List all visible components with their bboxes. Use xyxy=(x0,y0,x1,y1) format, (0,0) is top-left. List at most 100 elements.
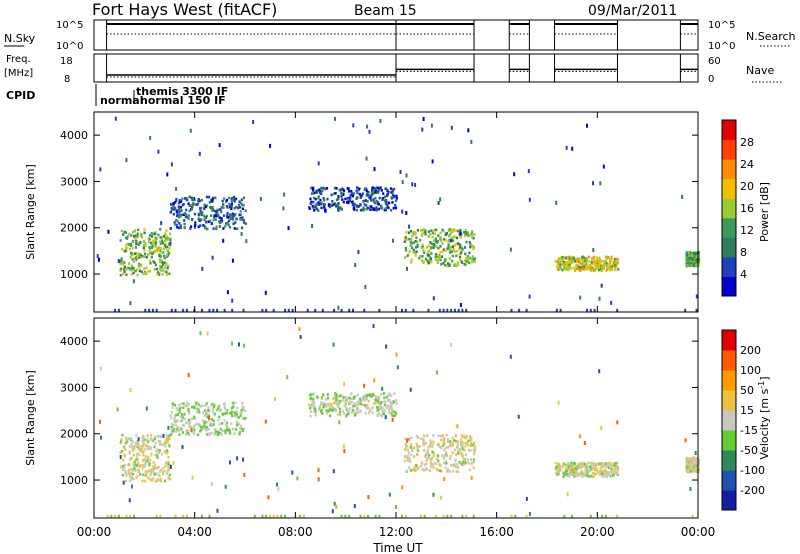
echo-cell xyxy=(143,448,147,451)
echo-cell xyxy=(574,267,577,271)
echo-cell xyxy=(325,187,329,190)
echo-cell xyxy=(344,403,347,406)
echo-cell xyxy=(455,264,458,268)
echo-cell xyxy=(616,308,619,312)
echo-cell xyxy=(427,456,430,460)
echo-cell xyxy=(439,245,442,248)
echo-cell xyxy=(589,269,592,272)
echo-cell xyxy=(427,234,430,238)
echo-cell xyxy=(130,478,133,481)
echo-cell xyxy=(176,219,179,223)
echo-cell xyxy=(323,203,326,206)
echo-cell xyxy=(176,413,179,416)
echo-cell xyxy=(129,255,132,259)
echo-cell xyxy=(409,446,412,449)
echo-cell xyxy=(187,429,190,433)
echo-cell xyxy=(359,196,362,199)
echo-cell xyxy=(165,461,168,465)
nsky-tick-bottom: 10^0 xyxy=(56,41,83,52)
echo-cell xyxy=(328,408,331,411)
echo-cell xyxy=(450,342,453,347)
echo-cell xyxy=(599,262,602,265)
echo-cell xyxy=(183,226,186,230)
echo-cell xyxy=(406,459,409,462)
cpid-normal-150: normal 150 IF xyxy=(140,94,226,107)
echo-cell xyxy=(171,427,174,430)
echo-cell xyxy=(333,407,336,411)
echo-cell xyxy=(129,388,132,392)
echo-cell xyxy=(571,255,574,259)
echo-cell xyxy=(121,433,124,437)
echo-cell xyxy=(442,457,445,460)
echo-cell xyxy=(333,192,336,195)
echo-cell xyxy=(437,459,440,463)
echo-cell xyxy=(205,409,208,413)
echo-cell xyxy=(136,235,139,238)
echo-cell xyxy=(150,479,153,482)
echo-cell xyxy=(265,514,268,518)
echo-cell xyxy=(239,210,242,213)
echo-cell xyxy=(212,423,215,426)
echo-cell xyxy=(334,116,336,121)
echo-cell xyxy=(378,514,381,518)
echo-cell xyxy=(188,425,191,428)
echo-cell xyxy=(469,458,473,461)
echo-cell xyxy=(440,255,444,258)
echo-cell xyxy=(158,249,161,252)
echo-cell xyxy=(129,301,132,306)
echo-cell xyxy=(455,229,458,232)
echo-cell xyxy=(392,400,395,404)
echo-cell xyxy=(614,264,617,267)
echo-cell xyxy=(414,254,417,257)
echo-cell xyxy=(439,464,442,467)
echo-cell xyxy=(599,473,602,477)
echo-cell xyxy=(150,246,153,249)
echo-cell xyxy=(342,396,345,399)
echo-cell xyxy=(403,459,406,463)
echo-cell xyxy=(319,198,322,202)
echo-cell xyxy=(223,429,226,432)
echo-cell xyxy=(261,514,264,518)
echo-cell xyxy=(562,465,565,469)
echo-cell xyxy=(368,129,371,134)
echo-cell xyxy=(114,308,117,312)
echo-cell xyxy=(614,468,617,472)
echo-cell xyxy=(309,197,312,201)
echo-cell xyxy=(156,450,159,453)
echo-cell xyxy=(149,469,152,473)
echo-cell xyxy=(459,438,463,442)
echo-cell xyxy=(590,475,593,478)
echo-cell xyxy=(153,437,157,441)
echo-cell xyxy=(410,238,413,241)
echo-cell xyxy=(199,405,202,408)
echo-cell xyxy=(311,224,314,228)
echo-cell xyxy=(390,412,393,415)
echo-cell xyxy=(434,228,437,232)
echo-cell xyxy=(604,462,607,466)
echo-cell xyxy=(430,457,433,460)
echo-cell xyxy=(342,193,345,196)
echo-cell xyxy=(409,387,412,392)
echo-cell xyxy=(149,135,152,140)
echo-cell xyxy=(691,457,694,461)
echo-cell xyxy=(116,407,119,412)
echo-cell xyxy=(165,229,168,232)
echo-cell xyxy=(458,248,461,251)
echo-cell xyxy=(360,194,363,197)
echo-cell xyxy=(437,434,440,437)
echo-cell xyxy=(313,196,316,200)
echo-cell xyxy=(366,406,369,410)
echo-cell xyxy=(170,308,173,312)
echo-cell xyxy=(219,428,222,431)
echo-cell xyxy=(612,474,615,477)
echo-cell xyxy=(403,448,407,452)
echo-cell xyxy=(143,272,147,275)
echo-cell xyxy=(222,214,226,217)
echo-cell xyxy=(460,462,463,466)
echo-cell xyxy=(374,399,377,402)
echo-cell xyxy=(377,203,380,206)
echo-cell xyxy=(467,128,470,133)
echo-cell xyxy=(472,466,475,470)
echo-cell xyxy=(216,430,219,434)
echo-cell xyxy=(240,231,243,236)
